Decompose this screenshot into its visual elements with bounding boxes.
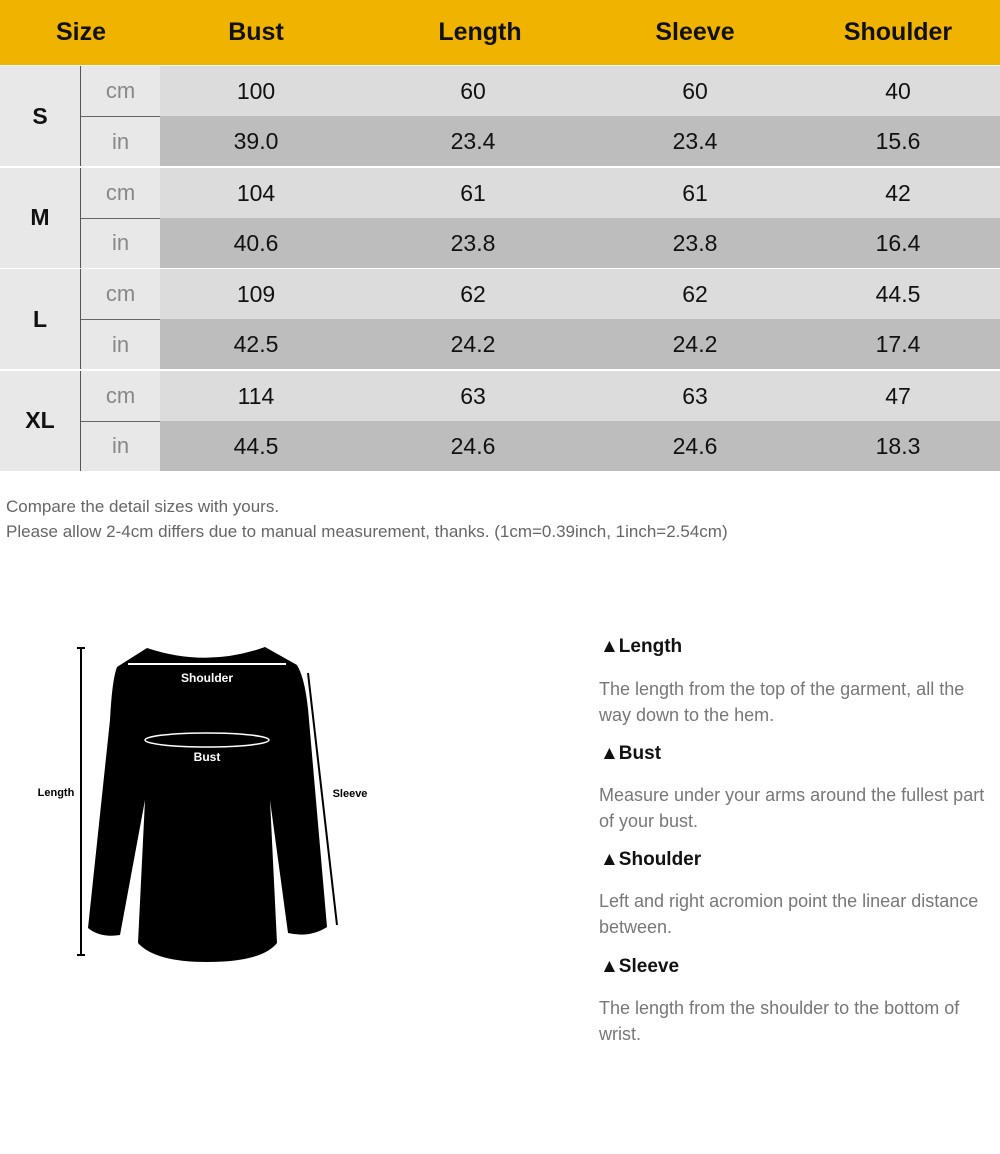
sleeve-measure-line xyxy=(307,672,338,926)
sweater-silhouette xyxy=(88,647,327,962)
table-cell: 47 xyxy=(885,382,911,409)
table-cell: 24.6 xyxy=(450,432,496,459)
table-cell: 16.4 xyxy=(875,229,921,256)
desc-sleeve-text: The length from the shoulder to the bott… xyxy=(599,998,960,1044)
unit-label: in xyxy=(81,420,160,471)
table-row: cm 100 60 60 40 xyxy=(0,66,1000,116)
table-cell: 63 xyxy=(460,382,486,409)
table-cell: 62 xyxy=(682,281,708,307)
table-row: in 44.5 24.6 24.6 18.3 xyxy=(0,420,1000,471)
table-cell: 15.6 xyxy=(875,128,921,154)
desc-length-title: ▲Length xyxy=(600,636,683,657)
table-cell: 40.6 xyxy=(233,229,279,256)
unit-label: cm xyxy=(81,370,160,421)
table-cell: 60 xyxy=(460,78,486,104)
table-cell: 44.5 xyxy=(875,281,921,307)
desc-shoulder-title: ▲Shoulder xyxy=(600,849,702,870)
table-header: Size Bust Length Sleeve Shoulder xyxy=(0,0,1000,65)
table-cell: 62 xyxy=(460,281,486,307)
table-row: cm 109 62 62 44.5 xyxy=(0,269,1000,319)
desc-shoulder-text: Left and right acromion point the linear… xyxy=(599,891,979,937)
table-cell: 109 xyxy=(236,281,276,307)
unit-label: in xyxy=(81,319,160,369)
table-row: in 39.0 23.4 23.4 15.6 xyxy=(0,116,1000,166)
header-size: Size xyxy=(55,18,107,46)
desc-bust-text: Measure under your arms around the fulle… xyxy=(599,785,985,831)
size-label: XL xyxy=(0,370,80,471)
table-cell: 61 xyxy=(460,179,486,206)
diagram-length-label: Length xyxy=(38,787,75,799)
note-compare: Compare the detail sizes with yours. xyxy=(6,497,280,516)
size-label: M xyxy=(0,167,80,268)
note-allowance: Please allow 2-4cm differs due to manual… xyxy=(6,522,728,541)
diagram-shoulder-label: Shoulder xyxy=(181,671,233,685)
desc-sleeve-title: ▲Sleeve xyxy=(600,956,680,977)
table-cell: 44.5 xyxy=(233,432,279,459)
bust-measure-ellipse xyxy=(144,732,270,748)
table-cell: 60 xyxy=(682,78,708,104)
table-row: in 40.6 23.8 23.8 16.4 xyxy=(0,217,1000,268)
table-cell: 40 xyxy=(885,78,911,104)
table-cell: 18.3 xyxy=(875,432,921,459)
table-row: in 42.5 24.2 24.2 17.4 xyxy=(0,319,1000,369)
table-cell: 17.4 xyxy=(875,331,921,357)
table-cell: 63 xyxy=(682,382,708,409)
table-cell: 24.2 xyxy=(672,331,718,357)
table-row: cm 104 61 61 42 xyxy=(0,167,1000,218)
header-shoulder: Shoulder xyxy=(843,18,953,46)
garment-diagram: Shoulder Bust Length Sleeve xyxy=(38,647,368,962)
unit-label: in xyxy=(81,217,160,268)
header-bust: Bust xyxy=(228,18,284,46)
table-cell: 39.0 xyxy=(233,128,279,154)
size-label: L xyxy=(0,269,80,369)
table-cell: 42.5 xyxy=(233,331,279,357)
size-label: S xyxy=(0,66,80,166)
table-cell: 42 xyxy=(885,179,911,206)
table-cell: 23.8 xyxy=(450,229,496,256)
unit-label: cm xyxy=(81,66,160,116)
table-row: cm 114 63 63 47 xyxy=(0,370,1000,421)
header-length: Length xyxy=(438,18,522,46)
diagram-sleeve-label: Sleeve xyxy=(333,788,368,800)
unit-label: cm xyxy=(81,167,160,218)
table-cell: 24.2 xyxy=(450,331,496,357)
desc-length-text: The length from the top of the garment, … xyxy=(599,679,965,725)
table-cell: 24.6 xyxy=(672,432,718,459)
desc-bust-title: ▲Bust xyxy=(600,743,662,764)
unit-label: in xyxy=(81,116,160,166)
table-cell: 104 xyxy=(236,179,276,206)
table-cell: 23.8 xyxy=(672,229,718,256)
diagram-bust-label: Bust xyxy=(194,750,221,764)
header-sleeve: Sleeve xyxy=(655,18,735,46)
table-cell: 23.4 xyxy=(672,128,718,154)
unit-label: cm xyxy=(81,269,160,319)
table-cell: 100 xyxy=(236,78,276,104)
table-cell: 61 xyxy=(682,179,708,206)
table-cell: 23.4 xyxy=(450,128,496,154)
table-cell: 114 xyxy=(237,382,275,409)
